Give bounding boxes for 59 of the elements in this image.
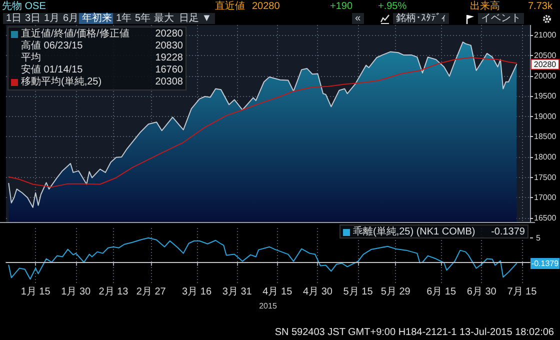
y-tick-label: 18000 [534,152,557,162]
legend-label: 移動平均(単純,25) [21,76,102,88]
text: +.95% [378,1,407,12]
text: SN 592403 JST GMT+9:00 H184-2121-1 13-Jul-2015 18:02:06 [274,327,554,338]
text: 1日 [3,13,25,24]
text: 6月 [60,13,82,24]
annotation: 高値 06/23/15 [21,40,84,52]
text: 20280 [252,1,280,12]
x-tick-label: 3月 16 [182,286,212,298]
text: 最大 [151,13,177,24]
text: 20280 [534,60,556,69]
text: « [352,13,364,24]
x-tick-label: 6月 15 [426,286,456,298]
y-tick-label: 19500 [534,92,557,101]
text: 1年 [113,13,135,24]
x-tick-label: 5月 29 [380,286,411,298]
text: 7.73k [528,1,552,12]
text: 先物 OSE [2,1,46,12]
text: 日足 ▼ [176,13,215,24]
legend-label: 乖離(単純,25) (NK1 COMB) [353,226,476,238]
x-tick-label: 6月 30 [466,286,497,298]
x-tick-label: 3月 31 [222,286,252,298]
x-tick-label: 1月 30 [61,286,92,298]
text: 1月 [41,13,63,24]
annotation: 20308 [155,76,184,88]
x-tick-label: 4月 15 [262,286,293,298]
text: -0.1379 [491,226,526,238]
text: 直近値 [215,1,245,12]
y-tick-label: 20500 [534,50,557,60]
annotation: 19228 [155,52,184,64]
text: -0.1379 [531,258,559,268]
annotation: 平均 [21,52,41,64]
y-tick-label: 21000 [534,30,557,40]
annotation: 16760 [155,64,184,76]
y-tick-label: 18500 [534,132,557,142]
y-tick-label: 20000 [534,71,557,80]
text: 3日 [22,13,44,24]
text: 出来高 [470,1,500,12]
legend-label: 直近値/終値/価格/修正値 [21,28,130,40]
text: +190 [330,1,353,12]
y-tick-label: 19000 [534,112,557,121]
x-tick-label: 5月 15 [343,286,374,298]
y-tick-label: 17000 [534,193,557,202]
x-axis-title: 2015 [259,302,278,310]
text: 年初来 [79,13,115,24]
y-tick-label: 17500 [534,172,557,182]
text: 5年 [132,13,154,24]
x-tick-label: 2月 27 [136,286,166,298]
x-tick-label: 1月 15 [20,286,51,298]
text: 5 [536,233,541,242]
annotation: 20830 [155,40,184,52]
x-tick-label: 7月 15 [507,286,538,298]
text: イベント [478,13,524,24]
annotation: 安値 01/14/15 [21,64,84,76]
y-tick-label: 16500 [534,213,557,222]
x-tick-label: 4月 30 [302,286,333,298]
annotation: 20280 [155,28,184,40]
text: 銘柄･ｽﾀﾃﾞｨ [393,13,449,24]
x-tick-label: 2月 13 [98,286,129,298]
